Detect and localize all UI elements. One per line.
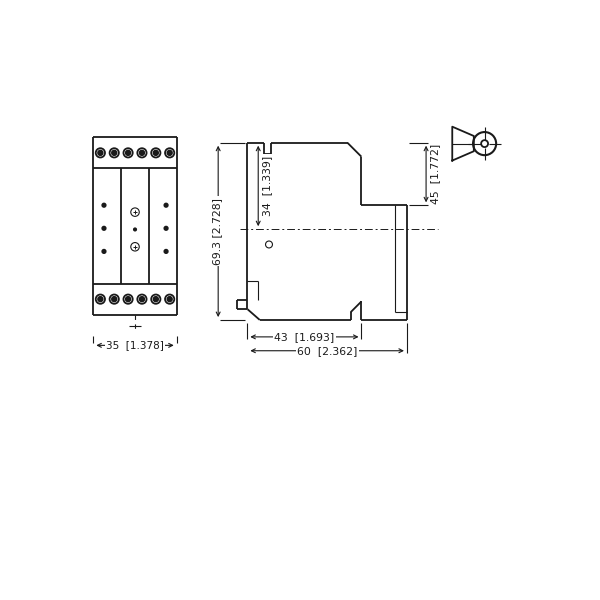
Text: 34  [1.339]: 34 [1.339]: [262, 156, 272, 216]
Text: 69.3 [2.728]: 69.3 [2.728]: [212, 198, 221, 265]
Circle shape: [102, 227, 106, 230]
Circle shape: [164, 203, 168, 207]
Circle shape: [102, 250, 106, 253]
Circle shape: [140, 151, 144, 155]
Circle shape: [164, 227, 168, 230]
Text: 43  [1.693]: 43 [1.693]: [274, 332, 335, 342]
Circle shape: [140, 297, 144, 301]
Circle shape: [112, 151, 116, 155]
Circle shape: [167, 297, 172, 301]
Circle shape: [98, 151, 103, 155]
Text: 35  [1.378]: 35 [1.378]: [106, 340, 164, 350]
Circle shape: [126, 297, 130, 301]
Circle shape: [154, 297, 158, 301]
Circle shape: [126, 151, 130, 155]
Circle shape: [167, 151, 172, 155]
Circle shape: [102, 203, 106, 207]
Circle shape: [98, 297, 103, 301]
Circle shape: [134, 229, 136, 230]
Text: 45  [1.772]: 45 [1.772]: [430, 144, 440, 204]
Text: 60  [2.362]: 60 [2.362]: [297, 346, 358, 356]
Circle shape: [112, 297, 116, 301]
Circle shape: [164, 250, 168, 253]
Circle shape: [154, 151, 158, 155]
